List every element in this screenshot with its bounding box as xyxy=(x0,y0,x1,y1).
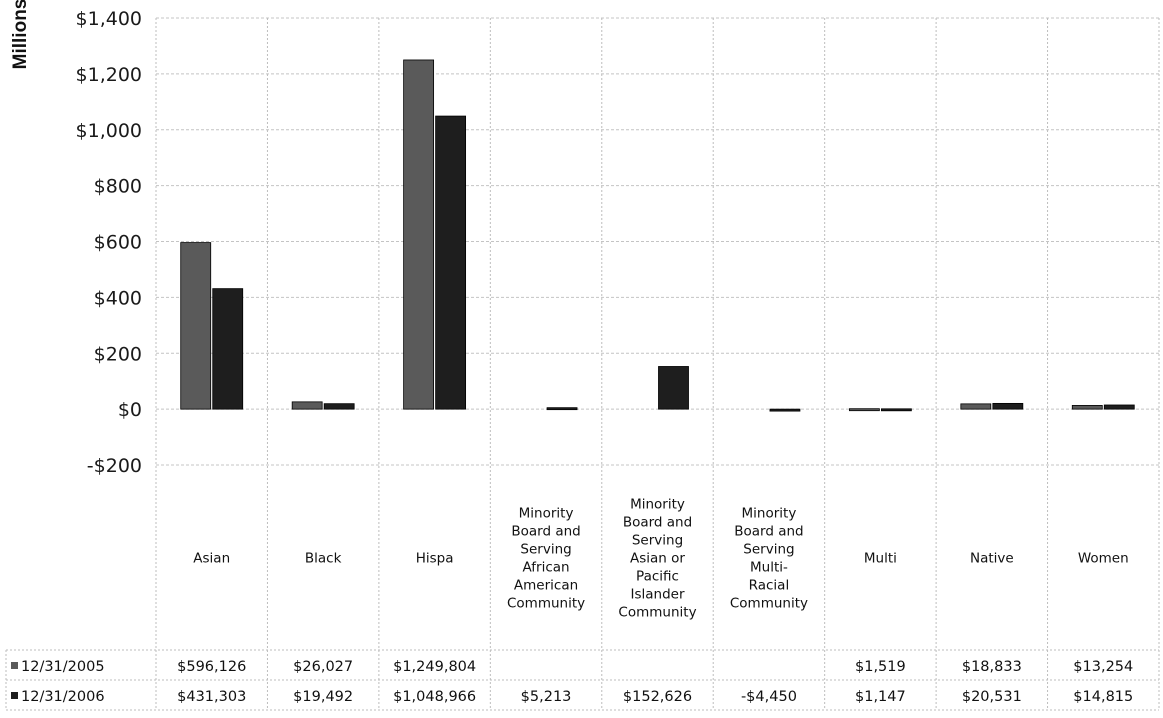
bar-12-31-2005-0 xyxy=(180,242,212,410)
table-value: $13,254 xyxy=(1073,659,1133,675)
x-category-label: Asian xyxy=(193,551,230,567)
x-category-label: Hispa xyxy=(416,551,454,567)
y-tick-label: $1,200 xyxy=(76,64,142,86)
y-tick-label: -$200 xyxy=(87,455,142,477)
y-axis-title: Millions xyxy=(10,0,31,69)
table-value: $26,027 xyxy=(293,659,353,675)
table-value: $596,126 xyxy=(177,659,246,675)
y-tick-label: $800 xyxy=(94,176,142,198)
table-value: $1,249,804 xyxy=(393,659,476,675)
y-tick-label: $200 xyxy=(94,343,142,365)
x-category-label: Women xyxy=(1078,551,1129,567)
bar-12-31-2006-3 xyxy=(546,407,578,411)
bar-12-31-2006-0 xyxy=(212,288,244,410)
legend-key xyxy=(11,662,18,669)
bar-12-31-2005-1 xyxy=(291,401,323,410)
table-value: $20,531 xyxy=(962,689,1022,705)
bar-12-31-2005-7 xyxy=(960,403,992,410)
table-value: $431,303 xyxy=(177,689,246,705)
bar-12-31-2006-7 xyxy=(992,402,1024,410)
table-value: $1,519 xyxy=(855,659,906,675)
x-category-label: Minority Board and Serving Asian or Pacific I… xyxy=(618,497,696,621)
y-tick-label: $0 xyxy=(118,399,142,421)
gridlines xyxy=(5,17,1160,711)
table-value: -$4,450 xyxy=(741,689,797,705)
table-value: $14,815 xyxy=(1073,689,1133,705)
bar-12-31-2005-8 xyxy=(1071,405,1103,410)
bar-12-31-2006-8 xyxy=(1103,404,1135,410)
table-value: $5,213 xyxy=(521,689,572,705)
x-category-label: Minority Board and Serving Multi-Racial Comm… xyxy=(730,506,808,612)
legend-entry: 12/31/2006 xyxy=(21,689,105,705)
bar-12-31-2005-6 xyxy=(848,408,880,412)
table-value: $18,833 xyxy=(962,659,1022,675)
x-category-label: Black xyxy=(305,551,342,567)
y-tick-label: $400 xyxy=(94,287,142,309)
category-labels: Asian Black Hispa Minority Board and Serving A… xyxy=(193,497,1128,621)
x-category-label: Multi xyxy=(864,551,897,567)
y-tick-label: $1,000 xyxy=(76,120,142,142)
bar-12-31-2006-6 xyxy=(880,408,912,412)
legend-entry: 12/31/2005 xyxy=(21,659,105,675)
table-value: $19,492 xyxy=(293,689,353,705)
table-value: $1,147 xyxy=(855,689,906,705)
y-tick-label: $600 xyxy=(94,232,142,254)
bar-12-31-2006-2 xyxy=(435,115,467,410)
table-value: $152,626 xyxy=(623,689,692,705)
y-tick-label: $1,400 xyxy=(76,8,142,30)
bar-12-31-2006-1 xyxy=(323,403,355,410)
bar-12-31-2005-2 xyxy=(403,59,435,410)
table-value: $1,048,966 xyxy=(393,689,476,705)
y-axis-ticks: -$200 $0 $200 $400 $600 $800 $1,000 $1,200 $1,40… xyxy=(76,8,142,477)
data-table: 12/31/2005 $596,126 $26,027 $1,249,804 $1,51… xyxy=(11,659,1133,705)
bar-12-31-2006-4 xyxy=(658,366,689,410)
bars xyxy=(180,59,1135,412)
bar-12-31-2006-5 xyxy=(769,408,801,412)
x-category-label: Minority Board and Serving African American C… xyxy=(507,506,585,612)
legend-key xyxy=(11,692,18,699)
x-category-label: Native xyxy=(970,551,1014,567)
